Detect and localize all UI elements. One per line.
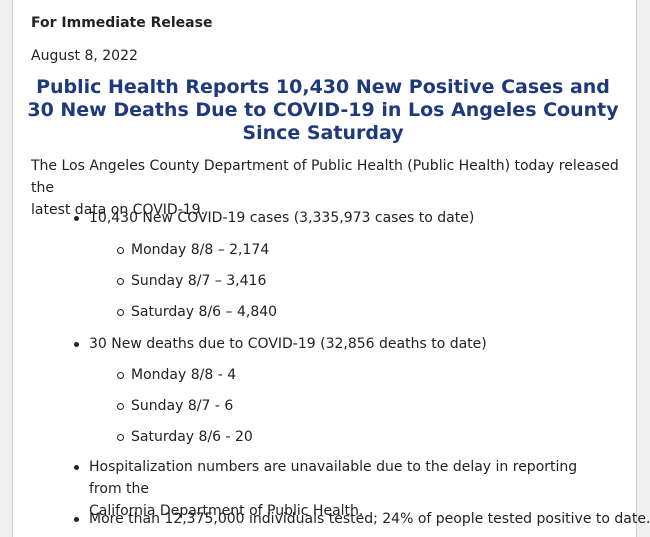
release-date: August 8, 2022	[31, 48, 138, 64]
headline-line-1: Public Health Reports 10,430 New Positiv…	[36, 76, 610, 98]
cases-item-monday: Monday 8/8 – 2,174	[116, 239, 269, 261]
testing-item: More than 12,375,000 individuals tested;…	[73, 508, 650, 530]
cases-item-saturday: Saturday 8/6 – 4,840	[116, 301, 277, 323]
hospitalization-line-1: Hospitalization numbers are unavailable …	[89, 459, 578, 497]
deaths-item-saturday: Saturday 8/6 - 20	[117, 426, 253, 448]
release-label: For Immediate Release	[31, 15, 213, 31]
headline-line-2: 30 New Deaths Due to COVID-19 in Los Ang…	[27, 99, 619, 121]
deaths-item-sunday: Sunday 8/7 - 6	[116, 395, 233, 417]
headline-line-3: Since Saturday	[242, 122, 404, 144]
cases-summary: 10,430 New COVID-19 cases (3,335,973 cas…	[73, 207, 474, 229]
intro-line-2: latest data on COVID-19.	[31, 202, 206, 218]
intro-paragraph: The Los Angeles County Department of Pub…	[31, 155, 621, 221]
headline: Public Health Reports 10,430 New Positiv…	[13, 76, 633, 145]
press-release-page: For Immediate Release August 8, 2022 Pub…	[12, 0, 650, 537]
cases-item-sunday: Sunday 8/7 – 3,416	[116, 270, 266, 292]
hospitalization-item: Hospitalization numbers are unavailable …	[74, 456, 609, 522]
deaths-summary: 30 New deaths due to COVID-19 (32,856 de…	[74, 333, 487, 355]
intro-line-1: The Los Angeles County Department of Pub…	[31, 158, 619, 196]
deaths-item-monday: Monday 8/8 - 4	[116, 364, 236, 386]
hospitalization-line-2: California Department of Public Health.	[89, 503, 364, 519]
